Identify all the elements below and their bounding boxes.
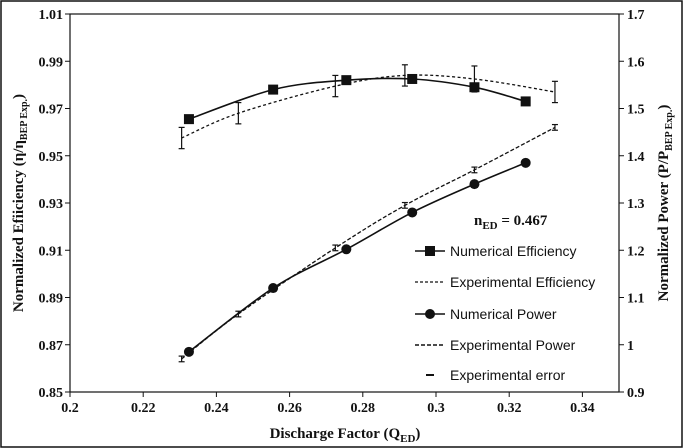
series-line-3 (181, 126, 556, 360)
y-left-tick-label-5: 0.95 (39, 150, 64, 165)
y-left-tick-label-0: 0.85 (39, 386, 64, 401)
error-bar-1-1 (235, 101, 242, 125)
axis-ticks (65, 13, 624, 397)
error-bar-3-2 (332, 244, 339, 252)
point-circle-2-1 (268, 283, 279, 294)
y-left-tick-label-6: 0.97 (39, 103, 64, 118)
point-circle-2-4 (469, 179, 480, 190)
y-right-tick-label-5: 1.4 (627, 150, 645, 165)
annotation-sub: ED (482, 220, 497, 232)
error-bar-1-3 (401, 64, 408, 87)
x-axis-title-sub: ED (400, 433, 415, 445)
y-right-axis-title-end: ) (656, 105, 672, 110)
y-left-tick-label-8: 1.01 (39, 8, 64, 23)
point-square-0-2 (341, 75, 352, 86)
point-square-0-1 (268, 84, 279, 95)
y-right-axis-title: Normalized Power (P/PBEP Exp.) (656, 105, 675, 302)
y-left-tick-label-7: 0.99 (39, 55, 64, 70)
y-left-tick-labels: 0.85 0.87 0.89 0.91 0.93 0.95 0.97 0.99 1.01 (39, 8, 64, 401)
x-tick-label-4: 0.28 (351, 401, 376, 416)
legend-label-experimental-efficiency: Experimental Efficiency (450, 274, 595, 290)
error-bar-1-0 (178, 126, 185, 150)
y-left-tick-label-4: 0.93 (39, 197, 64, 212)
point-square-0-0 (183, 114, 194, 125)
legend-label-numerical-power: Numerical Power (450, 306, 557, 322)
x-tick-label-3: 0.26 (277, 401, 302, 416)
x-tick-label-1: 0.22 (131, 401, 156, 416)
legend-label-numerical-efficiency: Numerical Efficiency (450, 243, 577, 259)
x-tick-label-5: 0.3 (427, 401, 445, 416)
x-tick-label-2: 0.24 (204, 401, 229, 416)
annotation-end: = 0.467 (498, 213, 548, 229)
error-bar-3-5 (551, 123, 558, 131)
point-square-0-3 (407, 73, 418, 84)
y-right-tick-label-0: 0.9 (627, 386, 645, 401)
y-left-tick-label-3: 0.91 (39, 244, 64, 259)
error-bar-3-4 (471, 166, 478, 174)
y-left-axis-title-end: ) (11, 94, 27, 99)
legend-label-experimental-error: Experimental error (450, 367, 565, 383)
y-left-tick-label-2: 0.89 (39, 292, 64, 307)
y-right-tick-labels: 0.9 1 1.1 1.2 1.3 1.4 1.5 1.6 1.7 (627, 8, 645, 401)
error-bar-3-1 (235, 310, 242, 318)
y-right-tick-label-7: 1.6 (627, 55, 645, 70)
x-tick-label-7: 0.34 (570, 401, 595, 416)
x-axis-title-main: Discharge Factor (Q (270, 426, 401, 442)
legend: Numerical Efficiency Experimental Effici… (415, 243, 595, 383)
y-left-tick-label-1: 0.87 (39, 339, 64, 354)
error-bar-1-2 (332, 74, 339, 98)
point-circle-2-0 (183, 346, 194, 357)
x-tick-labels: 0.2 0.22 0.24 0.26 0.28 0.3 0.32 0.34 (61, 401, 594, 416)
y-left-axis-title: Normalized Efiiciency (η/ηBEP Exp.) (11, 94, 30, 312)
y-left-axis-title-sub: BEP Exp. (19, 98, 30, 140)
x-tick-label-0: 0.2 (61, 401, 79, 416)
y-right-axis-title-main: Normalized Power (P/P (656, 151, 672, 302)
x-tick-label-6: 0.32 (497, 401, 522, 416)
y-left-axis-title-main: Normalized Efiiciency (η/η (11, 140, 27, 312)
error-bar-3-3 (401, 201, 408, 209)
y-right-tick-label-4: 1.3 (627, 197, 645, 212)
error-bar-1-5 (551, 80, 558, 104)
point-square-0-4 (469, 82, 480, 93)
point-square-0-5 (520, 96, 531, 107)
y-right-axis-title-sub: BEP Exp. (664, 109, 675, 151)
y-right-tick-label-8: 1.7 (627, 8, 645, 23)
point-circle-2-3 (407, 207, 418, 218)
point-circle-2-5 (520, 157, 531, 168)
annotation-main: n (474, 213, 483, 229)
series-markers (183, 73, 531, 357)
legend-marker-square (425, 246, 435, 256)
y-right-tick-label-1: 1 (627, 339, 634, 354)
y-right-tick-label-2: 1.1 (627, 292, 645, 307)
y-right-tick-label-3: 1.2 (627, 244, 645, 259)
x-axis-title-end: ) (415, 426, 420, 442)
point-circle-2-2 (341, 244, 352, 255)
legend-marker-circle (425, 309, 435, 319)
y-right-tick-label-6: 1.5 (627, 103, 645, 118)
annotation-ned: nED = 0.467 (474, 213, 548, 232)
x-axis-title: Discharge Factor (QED) (270, 426, 421, 445)
legend-label-experimental-power: Experimental Power (450, 337, 576, 353)
error-bar-3-0 (178, 355, 185, 363)
